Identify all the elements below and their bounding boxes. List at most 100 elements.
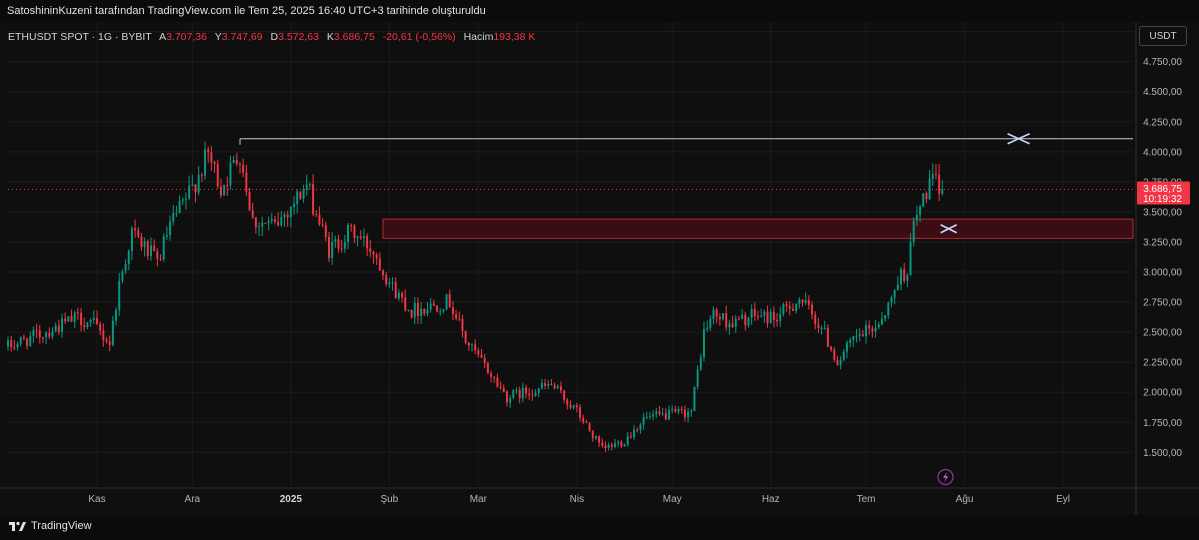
candle-body: [470, 344, 473, 346]
candle-body: [251, 210, 254, 218]
price-tick-label: 4.250,00: [1143, 117, 1182, 128]
price-tick-label: 1.750,00: [1143, 418, 1182, 429]
candle-body: [525, 387, 527, 394]
candle-body: [820, 327, 823, 329]
candle-body: [582, 417, 585, 423]
candle-body: [321, 224, 324, 226]
candle-body: [315, 214, 318, 216]
candle-body: [318, 214, 321, 225]
candle-body: [51, 331, 54, 337]
candle-body: [744, 314, 747, 326]
price-tag-bg: [1137, 181, 1190, 205]
candle-body: [795, 304, 798, 311]
candle-body: [223, 185, 226, 196]
candle-body: [337, 239, 340, 249]
candle-body: [130, 228, 133, 251]
candle-body: [931, 174, 934, 179]
tradingview-brand[interactable]: TradingView: [9, 520, 92, 532]
candle-body: [531, 395, 534, 397]
candles: [7, 141, 944, 452]
brand-text: TradingView: [31, 520, 92, 532]
candle-body: [350, 224, 353, 226]
candle-body: [92, 317, 95, 320]
candle-body: [213, 162, 216, 164]
candle-body: [493, 376, 496, 378]
candle-body: [324, 225, 327, 237]
resistance-x-icon: [1007, 132, 1030, 145]
time-tick-label: Ağu: [956, 494, 974, 505]
candle-body: [614, 443, 616, 447]
candle-body: [7, 340, 9, 347]
candle-body: [35, 330, 38, 332]
candle-body: [277, 221, 280, 226]
candle-body: [877, 324, 880, 328]
chart-area[interactable]: [0, 22, 1199, 515]
price-axis[interactable]: 1.500,00 1.750,00 2.000,00 2.250,00 2.500,00…: [1135, 22, 1190, 515]
candle-body: [588, 423, 591, 431]
candle-body: [547, 383, 550, 386]
candle-body: [741, 314, 744, 319]
candle-body: [347, 224, 350, 242]
candle-body: [445, 294, 448, 310]
candle-body: [559, 386, 562, 391]
candle-body: [299, 191, 302, 199]
candle-body: [305, 184, 308, 190]
time-tick-label: Kas: [88, 494, 105, 505]
candle-body: [334, 239, 337, 242]
time-axis[interactable]: Kas Ara 2025 Şub Mar Nis May Haz Tem Ağu Eyl: [0, 487, 1199, 505]
candle-body: [690, 410, 693, 412]
high-label: Y: [214, 31, 222, 43]
candle-body: [671, 409, 674, 411]
currency-button[interactable]: USDT: [1139, 26, 1187, 46]
candle-body: [232, 160, 235, 163]
candle-body: [264, 222, 267, 224]
candle-body: [776, 319, 779, 322]
candle-body: [830, 346, 833, 350]
time-tick-label: Eyl: [1056, 494, 1070, 505]
open-label: A: [159, 31, 167, 43]
candle-body: [731, 323, 734, 327]
candle-body: [159, 258, 162, 260]
candle-body: [258, 226, 261, 228]
candle-body: [22, 337, 25, 339]
candle-body: [343, 241, 346, 249]
symbol-info[interactable]: ETHUSDT SPOT · 1G · BYBIT: [8, 31, 152, 43]
candle-body: [553, 384, 556, 389]
candle-body: [537, 388, 540, 393]
candle-body: [29, 336, 32, 346]
candle-body: [617, 441, 620, 444]
candle-body: [702, 329, 705, 358]
candle-body: [197, 175, 200, 193]
candle-body: [308, 184, 311, 186]
candle-body: [407, 309, 410, 311]
candle-body: [327, 236, 330, 259]
x-mark-stroke: [1007, 132, 1030, 145]
candle-body: [817, 324, 820, 329]
candle-body: [248, 191, 251, 211]
low-value: 3.572,63: [278, 31, 319, 43]
candle-body: [909, 241, 912, 276]
candle-body: [382, 270, 384, 275]
candle-body: [544, 383, 547, 386]
candle-body: [64, 318, 67, 322]
candle-body: [353, 225, 356, 238]
candle-body: [432, 303, 435, 306]
candle-body: [86, 322, 89, 328]
candle-body: [140, 236, 143, 248]
candle-body: [874, 327, 877, 332]
candle-body: [693, 386, 696, 411]
candle-body: [477, 350, 480, 355]
candle-body: [178, 200, 181, 213]
candle-body: [915, 215, 918, 221]
candle-body: [668, 410, 671, 420]
candle-body: [89, 319, 92, 323]
candle-body: [118, 280, 121, 311]
candle-body: [67, 316, 70, 322]
candle-body: [499, 386, 502, 388]
candle-body: [623, 444, 626, 447]
candle-body: [563, 390, 566, 400]
candle-body: [239, 163, 241, 165]
candle-body: [54, 325, 57, 332]
